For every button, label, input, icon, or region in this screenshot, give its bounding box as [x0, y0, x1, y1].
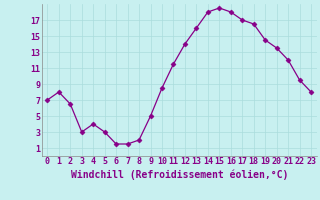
X-axis label: Windchill (Refroidissement éolien,°C): Windchill (Refroidissement éolien,°C): [70, 169, 288, 180]
